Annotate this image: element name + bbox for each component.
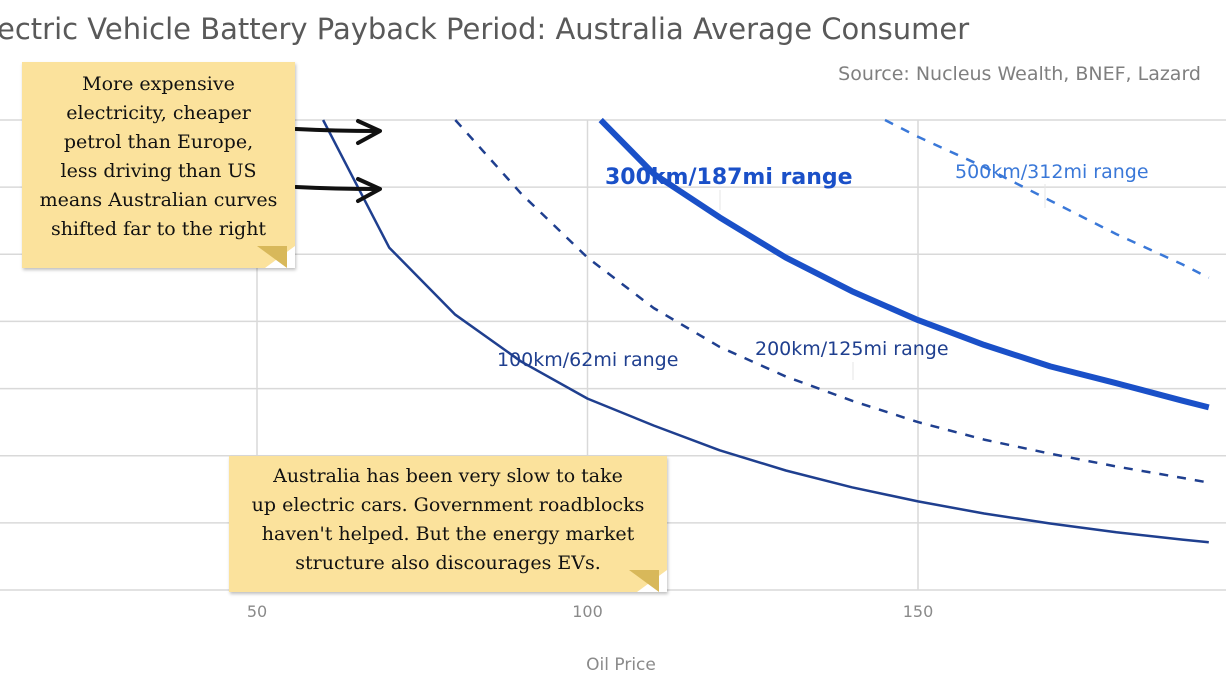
annotation-line: petrol than Europe, — [63, 131, 254, 153]
note-fold-shade — [257, 246, 287, 268]
annotation-line: haven't helped. But the energy market — [261, 523, 635, 545]
annotation-line: means Australian curves — [39, 189, 278, 211]
arrow-icon — [294, 177, 382, 203]
annotation-note-pricing: More expensive electricity, cheaper petr… — [22, 62, 295, 268]
chart-title: ectric Vehicle Battery Payback Period: A… — [0, 12, 969, 46]
x-tick-labels: 50 100 150 — [247, 602, 933, 621]
annotation-arrows — [294, 119, 382, 203]
annotation-line: More expensive — [82, 73, 235, 95]
series-label: 300km/187mi range — [605, 165, 853, 190]
annotation-note-adoption: Australia has been very slow to take up … — [229, 456, 667, 592]
annotation-line: shifted far to the right — [50, 218, 267, 240]
series-labels: 100km/62mi range 200km/125mi range 300km/1… — [497, 161, 1149, 380]
series-label: 200km/125mi range — [755, 338, 949, 360]
annotation-line: structure also discourages EVs. — [295, 552, 601, 574]
series-line — [321, 119, 1209, 544]
series-line — [598, 117, 1210, 411]
note-fold-shade — [629, 570, 659, 592]
arrow-icon — [294, 119, 382, 145]
series-line — [884, 118, 1210, 279]
annotation-line: Australia has been very slow to take — [273, 465, 623, 487]
series-label: 500km/312mi range — [955, 161, 1149, 183]
series-label: 100km/62mi range — [497, 349, 678, 371]
x-axis-title: Oil Price — [586, 655, 656, 675]
annotation-line: less driving than US — [60, 160, 257, 182]
x-tick-label: 100 — [572, 602, 603, 621]
chart-source: Source: Nucleus Wealth, BNEF, Lazard — [838, 63, 1201, 85]
x-tick-label: 150 — [903, 602, 934, 621]
series-lines — [321, 117, 1210, 544]
x-tick-label: 50 — [247, 602, 267, 621]
annotation-line: up electric cars. Government roadblocks — [251, 494, 645, 516]
series-line — [454, 119, 1210, 484]
annotation-line: electricity, cheaper — [66, 102, 251, 124]
